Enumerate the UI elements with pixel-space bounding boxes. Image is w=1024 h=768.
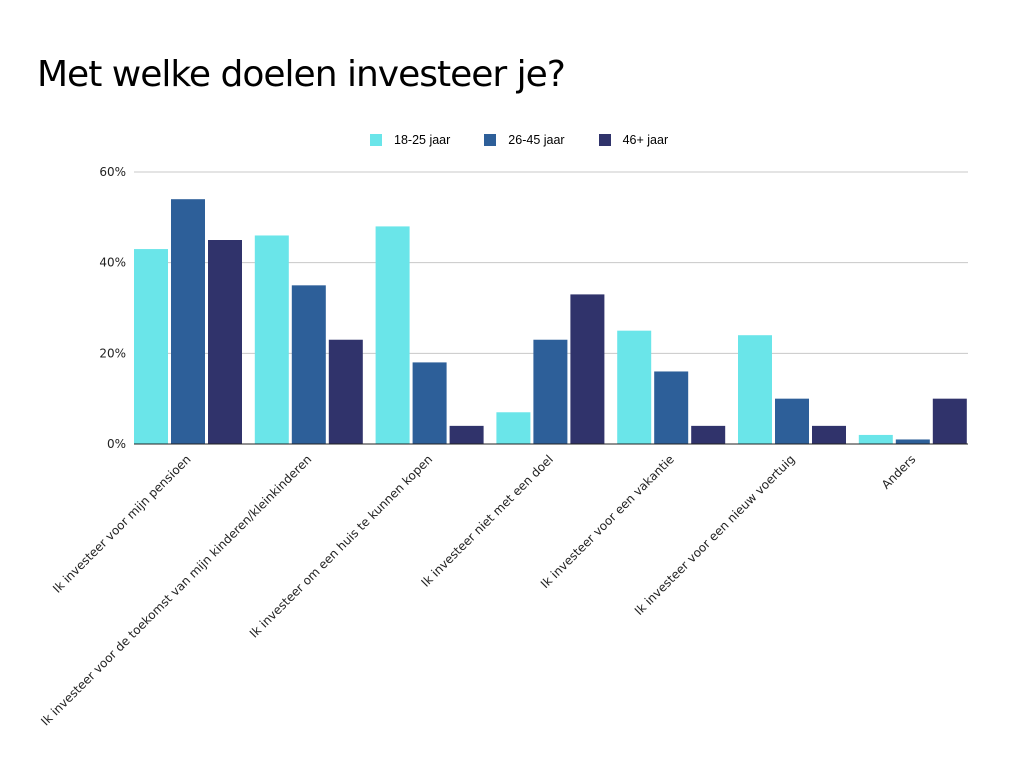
x-category-label: Ik investeer voor mijn pensioen (50, 452, 194, 596)
legend-label: 46+ jaar (622, 133, 669, 147)
x-category-label: Ik investeer voor de toekomst van mijn k… (38, 452, 314, 728)
y-tick-label: 40% (99, 256, 126, 270)
y-tick-label: 20% (99, 346, 126, 360)
legend-label: 18-25 jaar (394, 133, 451, 147)
bar (171, 199, 205, 444)
legend-item: 18-25 jaar (370, 133, 450, 147)
bar (895, 439, 930, 444)
legend-swatch (598, 134, 611, 146)
x-category-label: Ik investeer voor een vakantie (538, 452, 677, 591)
bar (291, 285, 326, 444)
page-title: Met welke doelen investeer je? (37, 54, 566, 95)
bar (533, 339, 568, 444)
legend-item: 46+ jaar (598, 133, 669, 147)
y-tick-label: 0% (107, 437, 126, 451)
legend-swatch (484, 134, 497, 146)
bar (375, 226, 410, 444)
bar (254, 235, 289, 444)
bar (617, 330, 652, 444)
legend-item: 26-45 jaar (484, 133, 565, 147)
bar (654, 371, 689, 444)
bar (691, 425, 726, 444)
bar (775, 398, 809, 444)
legend: 18-25 jaar 26-45 jaar 46+ jaar (370, 131, 702, 149)
x-category-label: Anders (879, 452, 919, 492)
bar (738, 335, 772, 444)
bar (208, 240, 242, 444)
bar (134, 249, 168, 444)
legend-swatch (370, 134, 382, 146)
bar (812, 425, 846, 444)
bar (449, 425, 484, 444)
bar (412, 362, 447, 444)
y-tick-label: 60% (99, 165, 126, 179)
bar (570, 294, 605, 444)
bar (932, 398, 967, 444)
bar (858, 434, 893, 444)
x-category-label: Ik investeer niet met een doel (418, 452, 556, 590)
bar (496, 412, 531, 444)
legend-label: 26-45 jaar (508, 133, 565, 147)
bar (328, 339, 363, 444)
